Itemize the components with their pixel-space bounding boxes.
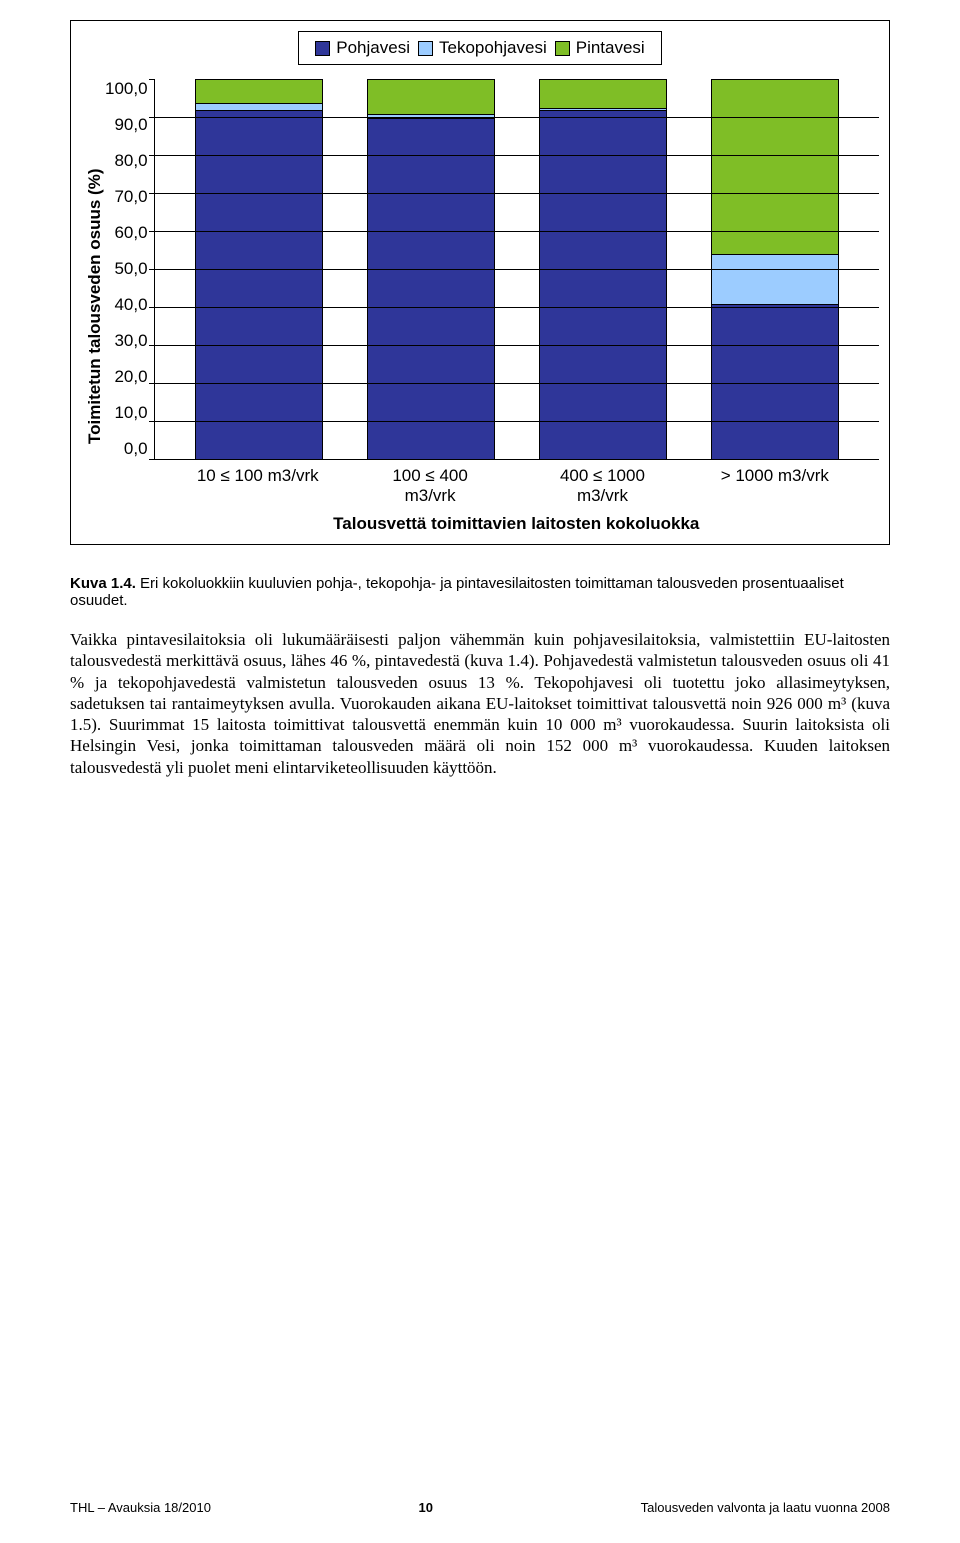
grid-line: [155, 345, 879, 346]
y-tick-label: 50,0: [114, 259, 147, 279]
y-tick-mark: [149, 307, 155, 308]
y-tick-mark: [149, 155, 155, 156]
y-tick-label: 30,0: [114, 331, 147, 351]
bar-segment-pintavesi: [368, 80, 494, 114]
legend-label: Tekopohjavesi: [439, 38, 547, 58]
x-tick-label: > 1000 m3/vrk: [711, 466, 839, 506]
y-tick-mark: [149, 421, 155, 422]
chart-legend: Pohjavesi Tekopohjavesi Pintavesi: [298, 31, 661, 65]
bar-segment-pintavesi: [196, 80, 322, 103]
grid-line: [155, 307, 879, 308]
bar-segment-tekopohjavesi: [196, 103, 322, 111]
x-tick-label: 10 ≤ 100 m3/vrk: [194, 466, 322, 506]
caption-label: Kuva 1.4.: [70, 575, 136, 592]
y-tick-label: 20,0: [114, 367, 147, 387]
y-tick-mark: [149, 79, 155, 80]
y-tick-label: 90,0: [114, 115, 147, 135]
grid-line: [155, 383, 879, 384]
legend-swatch: [418, 41, 433, 56]
y-tick-label: 40,0: [114, 295, 147, 315]
legend-swatch: [315, 41, 330, 56]
legend-item-pohjavesi: Pohjavesi: [315, 38, 410, 58]
grid-line: [155, 155, 879, 156]
chart-container: Pohjavesi Tekopohjavesi Pintavesi Toimit…: [70, 20, 890, 545]
y-tick-mark: [149, 117, 155, 118]
y-tick-label: 10,0: [114, 403, 147, 423]
x-tick-label: 400 ≤ 1000 m3/vrk: [538, 466, 666, 506]
y-axis-label: Toimitetun talousveden osuus (%): [81, 79, 105, 534]
y-tick-label: 70,0: [114, 187, 147, 207]
legend-label: Pohjavesi: [336, 38, 410, 58]
legend-swatch: [555, 41, 570, 56]
y-tick-mark: [149, 459, 155, 460]
legend-label: Pintavesi: [576, 38, 645, 58]
y-tick-label: 80,0: [114, 151, 147, 171]
bar-segment-tekopohjavesi: [712, 254, 838, 303]
grid-line: [155, 193, 879, 194]
bar-segment-pintavesi: [712, 80, 838, 254]
y-axis-ticks: 100,0 90,0 80,0 70,0 60,0 50,0 40,0 30,0 20,0 10,…: [105, 79, 154, 459]
grid-line: [155, 269, 879, 270]
legend-item-tekopohjavesi: Tekopohjavesi: [418, 38, 547, 58]
footer-page-number: 10: [419, 1500, 433, 1515]
body-paragraph: Vaikka pintavesilaitoksia oli lukumääräi…: [70, 629, 890, 778]
y-tick-label: 0,0: [124, 439, 148, 459]
y-tick-mark: [149, 193, 155, 194]
bar-segment-pohjavesi: [196, 110, 322, 459]
y-tick-mark: [149, 231, 155, 232]
bar-segment-pohjavesi: [368, 118, 494, 459]
bar-segment-pohjavesi: [712, 304, 838, 459]
plot-area: [154, 79, 879, 460]
caption-text: Eri kokoluokkiin kuuluvien pohja-, tekop…: [70, 575, 844, 609]
x-axis-ticks: 10 ≤ 100 m3/vrk 100 ≤ 400 m3/vrk 400 ≤ 100…: [154, 460, 879, 506]
plot-wrapper: 10 ≤ 100 m3/vrk 100 ≤ 400 m3/vrk 400 ≤ 100…: [154, 79, 879, 534]
chart-area: Toimitetun talousveden osuus (%) 100,0 90…: [81, 79, 879, 534]
bar-segment-pintavesi: [540, 80, 666, 108]
grid-line: [155, 117, 879, 118]
y-tick-mark: [149, 345, 155, 346]
grid-line: [155, 421, 879, 422]
y-tick-mark: [149, 269, 155, 270]
x-axis-label: Talousvettä toimittavien laitosten kokol…: [154, 506, 879, 534]
y-tick-label: 60,0: [114, 223, 147, 243]
figure-caption: Kuva 1.4. Eri kokoluokkiin kuuluvien poh…: [70, 575, 890, 609]
footer-left: THL – Avauksia 18/2010: [70, 1500, 211, 1515]
x-tick-label: 100 ≤ 400 m3/vrk: [366, 466, 494, 506]
legend-item-pintavesi: Pintavesi: [555, 38, 645, 58]
footer-right: Talousveden valvonta ja laatu vuonna 200…: [641, 1500, 890, 1515]
grid-line: [155, 231, 879, 232]
y-tick-label: 100,0: [105, 79, 148, 99]
y-tick-mark: [149, 383, 155, 384]
bar-segment-pohjavesi: [540, 110, 666, 459]
page-footer: THL – Avauksia 18/2010 10 Talousveden va…: [70, 1500, 890, 1515]
